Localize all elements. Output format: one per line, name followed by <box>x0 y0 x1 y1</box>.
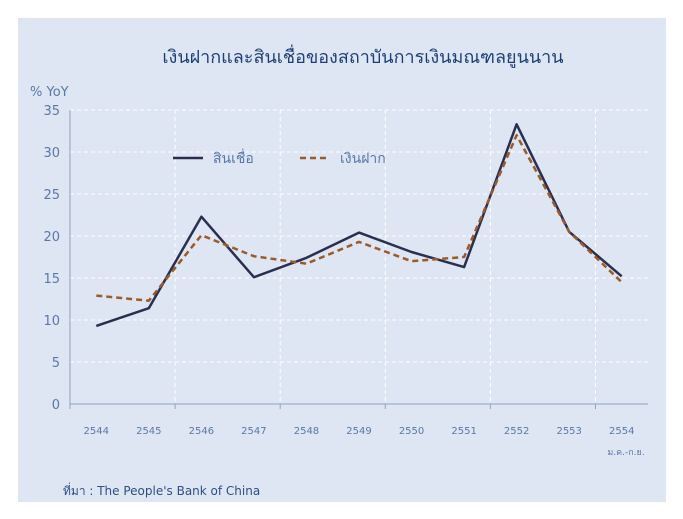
gridlines <box>70 109 648 404</box>
chart-card: เงินฝากและสินเชื่อของสถาบันการเงินมณฑลยู… <box>18 18 666 502</box>
x-tick-label: 2551 <box>451 426 476 437</box>
legend: สินเชื่อ เงินฝาก <box>173 149 386 167</box>
axes <box>69 110 648 409</box>
y-tick-label: 0 <box>52 398 60 413</box>
source-note: ที่มา : The People's Bank of China <box>63 482 260 498</box>
x-tick-label: 2545 <box>136 426 161 437</box>
y-axis-label: % YoY <box>30 85 69 100</box>
y-tick-label: 15 <box>43 272 60 287</box>
series-lines <box>95 123 623 328</box>
y-tick-label: 35 <box>43 104 60 119</box>
x-tick-labels: 2544 2545 2546 2547 2548 2549 2550 2551 2552 2553… <box>84 426 635 437</box>
x-tick-label: 2549 <box>346 426 371 437</box>
y-tick-label: 25 <box>43 188 60 203</box>
x-tick-sublabel: ม.ค.-ก.ย. <box>607 448 644 458</box>
chart-title: เงินฝากและสินเชื่อของสถาบันการเงินมณฑลยู… <box>162 44 563 68</box>
x-tick-label: 2548 <box>294 426 319 437</box>
y-tick-label: 30 <box>43 146 60 161</box>
legend-label-deposits: เงินฝาก <box>340 151 386 167</box>
y-tick-label: 10 <box>43 314 60 329</box>
x-tick-label: 2552 <box>504 426 529 437</box>
x-tick-label: 2550 <box>399 426 424 437</box>
x-tick-label: 2553 <box>556 426 581 437</box>
line-chart: เงินฝากและสินเชื่อของสถาบันการเงินมณฑลยู… <box>30 44 648 498</box>
x-tick-label: 2547 <box>241 426 266 437</box>
x-tick-label: 2546 <box>189 426 214 437</box>
y-tick-labels: 0 5 10 15 20 25 30 35 <box>43 104 60 413</box>
y-tick-label: 5 <box>52 356 60 371</box>
y-tick-label: 20 <box>43 230 60 245</box>
legend-label-loans: สินเชื่อ <box>213 149 254 167</box>
x-tick-label: 2544 <box>84 426 109 437</box>
series-line-loans <box>95 123 623 328</box>
x-tick-label: 2554 <box>609 426 634 437</box>
series-line-deposits <box>96 133 623 302</box>
